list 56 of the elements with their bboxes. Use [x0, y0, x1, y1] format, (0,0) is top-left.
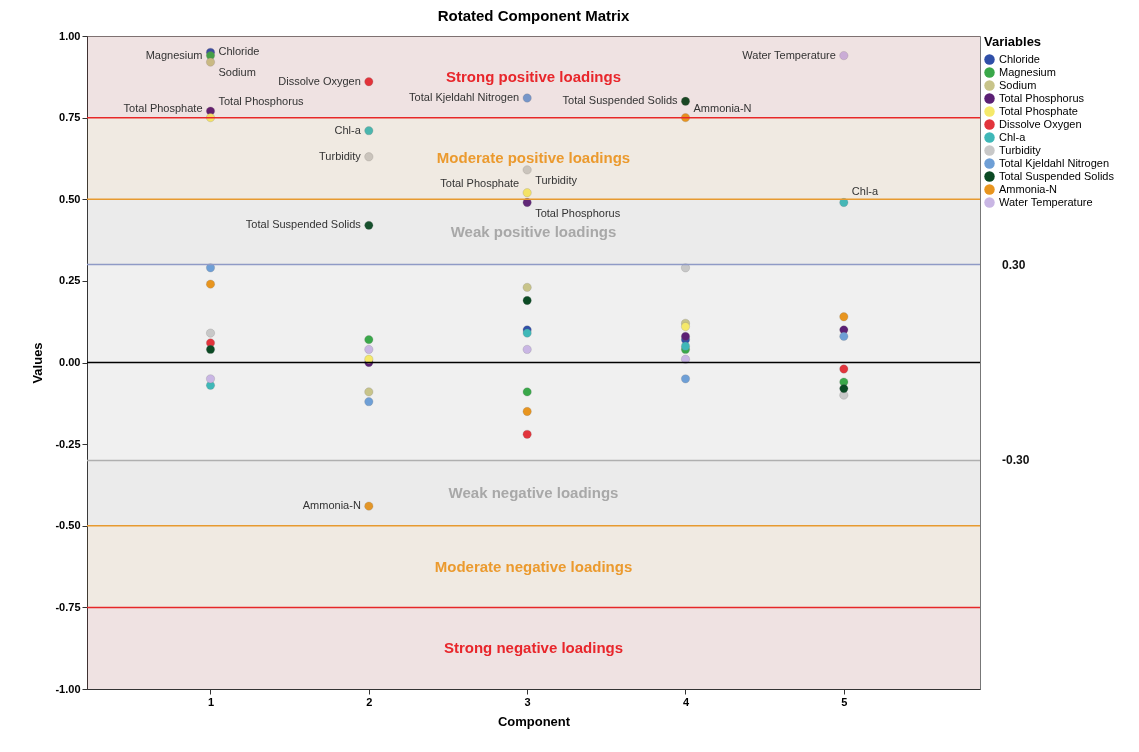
- annotation: Total Suspended Solids: [562, 94, 678, 107]
- y-tick-label: 0.50: [59, 192, 81, 205]
- y-tick-label: 1.00: [59, 29, 81, 42]
- legend-label: Turbidity: [999, 143, 1042, 156]
- y-axis-title: Values: [30, 342, 46, 384]
- annotation: Chl-a: [334, 123, 362, 136]
- ref-line-label: 0.30: [1002, 257, 1026, 272]
- legend-label: Total Suspended Solids: [999, 169, 1115, 182]
- y-tick-label: 0.75: [59, 111, 81, 124]
- annotation: Magnesium: [145, 48, 203, 61]
- chart-title: Rotated Component Matrix: [437, 7, 630, 24]
- x-tick-label: 4: [682, 695, 690, 708]
- band-label: Strong negative loadings: [443, 639, 624, 657]
- band-label: Moderate negative loadings: [434, 557, 633, 575]
- x-tick-label: 5: [841, 695, 848, 708]
- annotation: Turbidity: [535, 173, 578, 186]
- annotation: Ammonia-N: [302, 499, 361, 512]
- annotation: Turbidity: [319, 149, 362, 162]
- ref-line-label: -0.30: [1002, 453, 1030, 468]
- y-tick-label: 0.25: [59, 274, 81, 287]
- y-tick-label: -0.50: [55, 519, 81, 532]
- y-tick-label: -1.00: [55, 682, 81, 695]
- annotation: Sodium: [218, 66, 256, 79]
- band-label: Weak positive loadings: [450, 222, 617, 240]
- band-label: Weak negative loadings: [448, 484, 619, 502]
- annotation: Ammonia-N: [693, 101, 752, 114]
- annotation: Total Phosphorus: [535, 206, 621, 219]
- y-tick-label: -0.25: [55, 437, 81, 450]
- legend-label: Total Phosphorus: [999, 91, 1085, 104]
- legend-label: Total Phosphate: [999, 104, 1078, 117]
- x-tick-label: 3: [524, 695, 531, 708]
- legend-label: Water Temperature: [999, 195, 1093, 208]
- legend-label: Sodium: [999, 78, 1037, 91]
- y-tick-label: -0.75: [55, 600, 81, 613]
- band-label: Moderate positive loadings: [436, 149, 631, 167]
- annotation: Chloride: [218, 45, 260, 58]
- legend-label: Chl-a: [999, 130, 1027, 143]
- legend-label: Chloride: [999, 52, 1040, 65]
- legend-label: Ammonia-N: [999, 182, 1058, 195]
- legend-label: Magnesium: [999, 65, 1056, 78]
- legend-label: Total Kjeldahl Nitrogen: [999, 156, 1110, 169]
- annotation: Total Phosphate: [123, 101, 203, 114]
- band-label: Strong positive loadings: [445, 67, 622, 85]
- annotation: Total Suspended Solids: [245, 218, 362, 231]
- x-axis-title: Component: [497, 713, 571, 729]
- annotation: Water Temperature: [742, 48, 836, 61]
- annotation: Total Phosphate: [440, 176, 520, 189]
- annotation: Dissolve Oxygen: [278, 74, 361, 87]
- y-tick-label: 0.00: [59, 356, 81, 368]
- legend-label: Dissolve Oxygen: [999, 117, 1082, 130]
- annotation: Total Phosphorus: [218, 95, 304, 108]
- x-tick-label: 1: [207, 695, 215, 708]
- annotation: Chl-a: [851, 184, 879, 197]
- legend-title: Variables: [984, 34, 1042, 49]
- x-tick-label: 2: [366, 695, 373, 708]
- annotation: Total Kjeldahl Nitrogen: [409, 91, 520, 104]
